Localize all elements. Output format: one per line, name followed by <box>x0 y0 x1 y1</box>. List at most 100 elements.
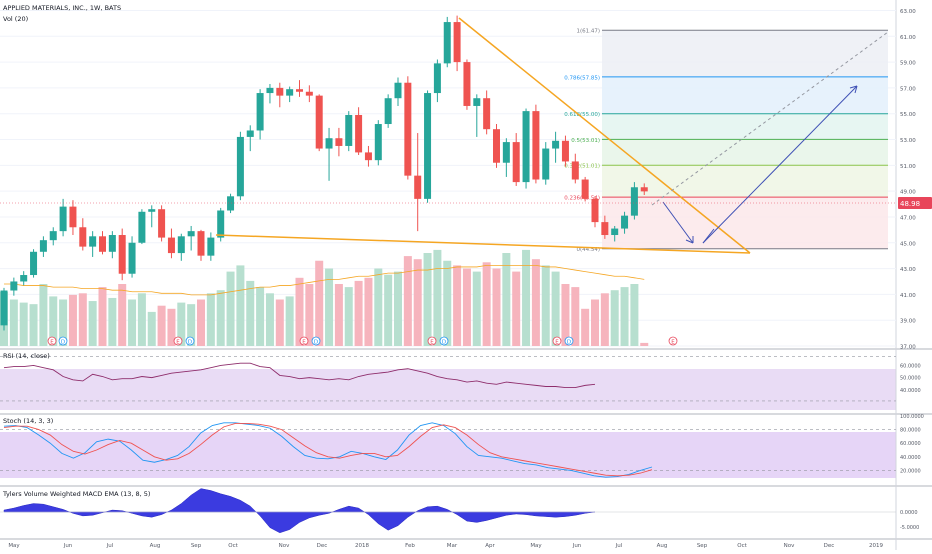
candle-body[interactable] <box>276 87 284 96</box>
candle-body[interactable] <box>246 130 254 137</box>
candle-body[interactable] <box>286 89 294 96</box>
volume-bar <box>39 284 48 346</box>
dividend-marker[interactable] <box>58 336 68 346</box>
projection-dotted-line[interactable] <box>651 31 889 206</box>
candle-body[interactable] <box>236 136 244 197</box>
candle-body[interactable] <box>355 114 363 153</box>
candle-body[interactable] <box>414 175 422 199</box>
candle-body[interactable] <box>453 22 461 63</box>
candle-body[interactable] <box>99 236 106 252</box>
candle-body[interactable] <box>108 235 116 252</box>
candle-body[interactable] <box>266 87 274 94</box>
volume-bar <box>571 287 580 346</box>
candle-body[interactable] <box>611 228 619 236</box>
candle-body[interactable] <box>39 240 47 252</box>
candle-body[interactable] <box>443 22 451 64</box>
time-tick-label: Mar <box>447 543 458 549</box>
candle-body[interactable] <box>463 62 471 106</box>
candle-body[interactable] <box>473 98 481 106</box>
candle-body[interactable] <box>630 187 638 216</box>
volume-bar <box>9 299 18 346</box>
earnings-marker[interactable] <box>668 336 678 346</box>
candle-body[interactable] <box>493 129 500 163</box>
volume-bar <box>216 290 225 346</box>
candle-body[interactable] <box>345 114 353 146</box>
candle-body[interactable] <box>404 82 412 176</box>
candle-body[interactable] <box>187 231 195 237</box>
candle-body[interactable] <box>315 95 323 149</box>
dividend-marker[interactable] <box>564 336 574 346</box>
candle-body[interactable] <box>197 231 205 256</box>
candle-body[interactable] <box>207 237 215 256</box>
candle-body[interactable] <box>158 209 166 238</box>
candle-body[interactable] <box>148 209 156 212</box>
candle-body[interactable] <box>0 290 8 326</box>
macd-tick-label: 0.0000 <box>900 510 918 516</box>
symbol-title: APPLIED MATERIALS, INC., 1W, BATS <box>3 4 121 12</box>
fib-level-label: 1(61.47) <box>576 29 600 35</box>
candle-body[interactable] <box>532 111 540 180</box>
candle-body[interactable] <box>512 142 520 183</box>
candle-body[interactable] <box>552 140 560 149</box>
candle-body[interactable] <box>227 196 235 211</box>
candle-body[interactable] <box>167 237 175 254</box>
candle-body[interactable] <box>20 275 28 282</box>
earnings-marker[interactable] <box>552 336 562 346</box>
dividend-marker[interactable] <box>185 336 195 346</box>
earnings-marker[interactable] <box>299 336 309 346</box>
candle-body[interactable] <box>325 138 333 149</box>
candle-body[interactable] <box>581 179 589 199</box>
candle-body[interactable] <box>621 215 629 229</box>
candle-body[interactable] <box>502 142 510 163</box>
candle-body[interactable] <box>640 187 648 192</box>
volume-bar <box>128 299 137 346</box>
arrow-down-path[interactable] <box>662 201 694 244</box>
candle-body[interactable] <box>305 91 313 96</box>
candle-body[interactable] <box>571 161 579 180</box>
volume-bar <box>206 293 215 346</box>
candle-body[interactable] <box>561 140 569 162</box>
candle-body[interactable] <box>89 236 97 247</box>
candle-body[interactable] <box>79 227 87 247</box>
candle-body[interactable] <box>364 152 372 161</box>
candle-body[interactable] <box>433 63 441 94</box>
volume-bar <box>246 280 255 346</box>
candle-body[interactable] <box>296 89 303 92</box>
arrow-small-down[interactable] <box>702 228 715 244</box>
candle-body[interactable] <box>601 222 609 236</box>
candle-body[interactable] <box>384 98 392 125</box>
dividend-marker[interactable] <box>311 336 321 346</box>
earnings-marker[interactable] <box>173 336 183 346</box>
candle-body[interactable] <box>394 82 402 99</box>
dividend-marker[interactable] <box>439 336 449 346</box>
candle-body[interactable] <box>542 148 550 180</box>
candle-body[interactable] <box>59 206 67 232</box>
lower-trendline[interactable] <box>215 234 751 254</box>
candle-body[interactable] <box>483 98 491 130</box>
rsi-tick-label: 50.0000 <box>900 376 921 382</box>
earnings-marker[interactable] <box>427 336 437 346</box>
candle-body[interactable] <box>49 231 57 241</box>
candle-body[interactable] <box>256 93 264 131</box>
candle-body[interactable] <box>591 198 599 223</box>
candle-body[interactable] <box>374 124 382 161</box>
candle-body[interactable] <box>424 93 432 199</box>
arrow-up-path[interactable] <box>702 85 858 244</box>
candle-body[interactable] <box>69 206 77 228</box>
candle-body[interactable] <box>138 211 146 243</box>
earnings-marker[interactable] <box>47 336 57 346</box>
volume-bar <box>610 290 619 346</box>
candle-body[interactable] <box>10 281 18 291</box>
candle-body[interactable] <box>177 236 185 254</box>
candle-body[interactable] <box>30 251 38 276</box>
candle-body[interactable] <box>118 235 126 274</box>
volume-title: Vol (20) <box>3 15 28 23</box>
upper-trendline[interactable] <box>458 17 751 254</box>
candle-body[interactable] <box>522 111 530 183</box>
candle-body[interactable] <box>217 210 225 238</box>
candle-body[interactable] <box>128 242 136 274</box>
candle-body[interactable] <box>335 138 343 146</box>
macd-area <box>3 488 596 534</box>
